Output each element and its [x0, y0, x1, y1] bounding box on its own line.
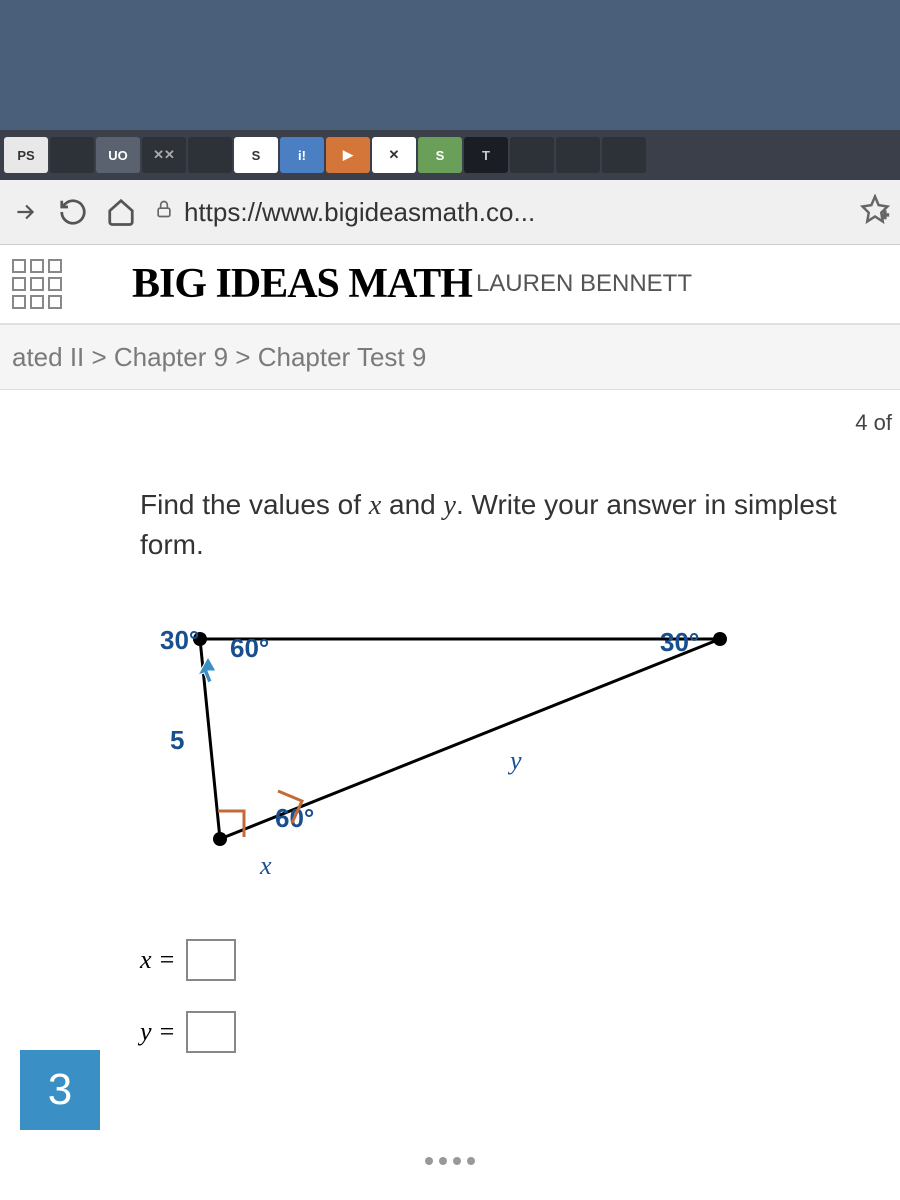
question-number-badge: 3 [20, 1050, 100, 1130]
browser-tab[interactable] [556, 137, 600, 173]
svg-text:30°: 30° [660, 627, 699, 657]
url-text: https://www.bigideasmath.co... [184, 197, 535, 228]
browser-tab[interactable]: ✕✕ [142, 137, 186, 173]
browser-tab[interactable] [188, 137, 232, 173]
triangle-diagram: 30°60°30°60°5yx [140, 599, 760, 899]
browser-tab[interactable]: ▶ [326, 137, 370, 173]
reload-icon[interactable] [58, 197, 88, 227]
browser-tab-strip: PSUO✕✕Si!▶✕ST [0, 130, 900, 180]
breadcrumb[interactable]: ated II > Chapter 9 > Chapter Test 9 [0, 325, 900, 390]
svg-text:5: 5 [170, 725, 184, 755]
home-icon[interactable] [106, 197, 136, 227]
browser-tab[interactable]: S [418, 137, 462, 173]
site-logo: BIG IDEAS MATH [132, 260, 472, 308]
page-dots [425, 1157, 475, 1165]
favorite-icon[interactable]: + [860, 194, 890, 231]
svg-text:60°: 60° [230, 633, 269, 663]
browser-tab[interactable]: T [464, 137, 508, 173]
browser-tab[interactable] [602, 137, 646, 173]
svg-text:+: + [881, 208, 888, 222]
answer-y-input[interactable] [186, 1011, 236, 1053]
answer-y-row: y = [140, 1011, 880, 1053]
svg-text:30°: 30° [160, 625, 199, 655]
browser-tab[interactable]: PS [4, 137, 48, 173]
browser-tab[interactable]: i! [280, 137, 324, 173]
answer-y-label: y = [140, 1017, 176, 1047]
svg-text:y: y [507, 746, 522, 775]
forward-icon[interactable] [10, 197, 40, 227]
lock-icon [154, 199, 174, 225]
menu-grid-icon[interactable] [12, 259, 82, 309]
browser-tab[interactable] [510, 137, 554, 173]
browser-tab[interactable]: S [234, 137, 278, 173]
answer-x-label: x = [140, 945, 176, 975]
browser-tab[interactable] [50, 137, 94, 173]
content-area: 4 of Find the values of x and y. Write y… [0, 390, 900, 1200]
progress-indicator: 4 of [855, 410, 892, 436]
answer-x-input[interactable] [186, 939, 236, 981]
site-header: BIG IDEAS MATH LAUREN BENNETT [0, 245, 900, 325]
browser-tab[interactable]: ✕ [372, 137, 416, 173]
user-name[interactable]: LAUREN BENNETT [476, 270, 692, 298]
question-prompt: Find the values of x and y. Write your a… [140, 485, 880, 564]
browser-tab[interactable]: UO [96, 137, 140, 173]
url-field[interactable]: https://www.bigideasmath.co... [154, 197, 842, 228]
svg-text:x: x [259, 851, 272, 880]
url-bar: https://www.bigideasmath.co... + [0, 180, 900, 245]
answer-x-row: x = [140, 939, 880, 981]
